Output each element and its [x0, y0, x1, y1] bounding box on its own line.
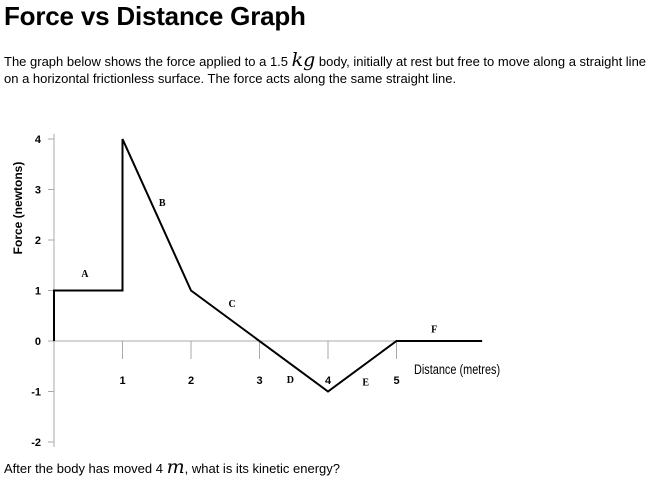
segment-label: A	[81, 269, 89, 280]
x-tick-label: 3	[256, 375, 262, 387]
x-tick-label: 5	[393, 375, 399, 387]
y-tick-label: 2	[35, 235, 41, 247]
x-tick-label: 2	[188, 375, 194, 387]
segment-label: D	[287, 375, 294, 386]
chart-labels: A B C D E F Force (newtons) Distance (metres)	[11, 162, 500, 389]
x-tick-label: 1	[119, 375, 125, 387]
intro-text-after-mass: body, initially at rest but free to move…	[4, 54, 647, 86]
x-axis-title: Distance (metres)	[414, 362, 500, 378]
chart-ticks: -2 -1 0 1 2 3 4 1 2 3 4 5	[31, 134, 399, 449]
y-tick-label: 0	[35, 336, 41, 348]
question-text-after-unit: , what is its kinetic energy?	[184, 461, 340, 476]
y-tick-label: 1	[35, 286, 41, 298]
mass-unit: kg	[291, 49, 316, 71]
segment-label: C	[228, 299, 235, 310]
question-text: After the body has moved 4 m, what is it…	[4, 456, 340, 478]
page-title: Force vs Distance Graph	[4, 1, 306, 31]
y-tick-label: 4	[35, 134, 42, 146]
y-axis-title: Force (newtons)	[11, 162, 25, 255]
distance-unit: m	[166, 456, 185, 478]
y-tick-label: -1	[31, 387, 41, 399]
question-text-before-unit: After the body has moved 4	[4, 461, 167, 476]
intro-text-before-mass: The graph below shows the force applied …	[4, 54, 292, 69]
segment-label: E	[362, 377, 369, 388]
chart-series	[53, 138, 483, 393]
y-tick-label: -2	[31, 437, 41, 449]
x-tick-label: 4	[325, 375, 332, 387]
segment-label: B	[159, 198, 166, 209]
force-curve	[53, 138, 483, 393]
y-tick-label: 3	[35, 185, 41, 197]
segment-label: F	[431, 324, 437, 335]
intro-paragraph: The graph below shows the force applied …	[4, 49, 654, 87]
